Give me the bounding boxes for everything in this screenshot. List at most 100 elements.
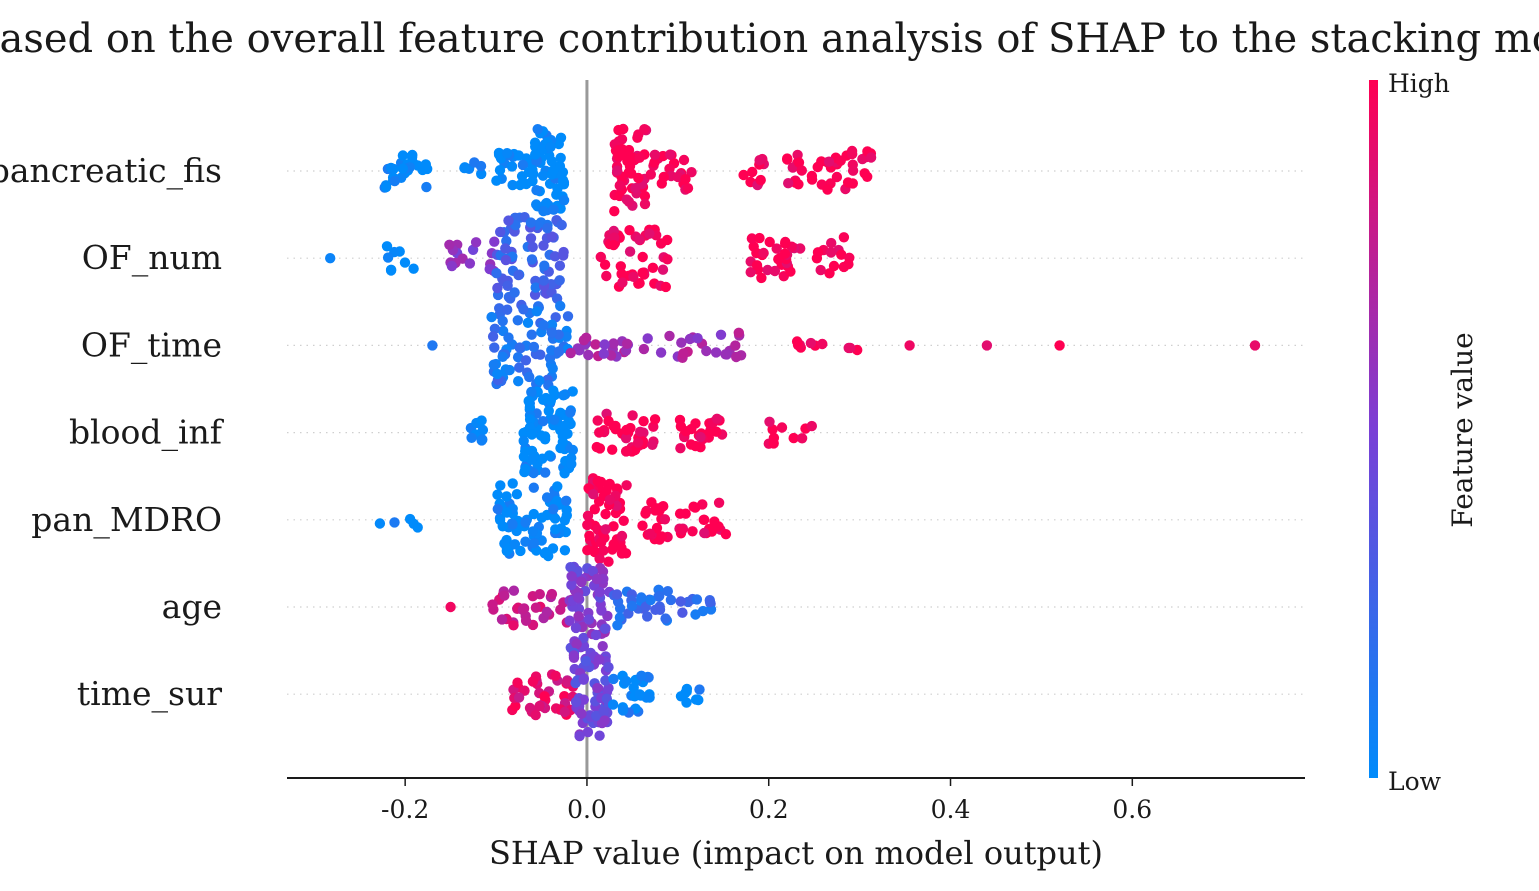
- shap-point: [756, 272, 767, 284]
- shap-point: [548, 165, 559, 176]
- shap-point: [536, 512, 547, 523]
- shap-point: [588, 489, 599, 500]
- shap-point: [570, 622, 582, 634]
- shap-point: [662, 586, 673, 597]
- x-tick-label: -0.2: [381, 795, 429, 824]
- shap-point: [508, 620, 519, 631]
- shap-point: [527, 676, 539, 687]
- shap-point: [548, 504, 559, 515]
- shap-point: [537, 394, 549, 405]
- shap-point: [904, 340, 915, 351]
- shap-point: [562, 676, 573, 688]
- shap-point: [599, 715, 610, 726]
- shap-point: [598, 706, 609, 717]
- shap-point: [835, 155, 846, 166]
- shap-point: [608, 539, 619, 550]
- shap-point: [603, 480, 614, 491]
- shap-point: [599, 339, 610, 350]
- shap-point: [600, 675, 611, 686]
- shap-point: [543, 405, 554, 417]
- shap-point: [590, 339, 601, 350]
- shap-point: [823, 156, 835, 167]
- shap-point: [512, 352, 524, 363]
- shap-point: [628, 682, 639, 693]
- shap-point: [548, 385, 559, 396]
- shap-point: [537, 170, 549, 181]
- shap-point: [598, 545, 609, 556]
- shap-point: [503, 215, 514, 226]
- shap-point: [524, 702, 536, 714]
- shap-point: [562, 311, 574, 322]
- shap-point: [582, 726, 594, 738]
- shap-point: [649, 157, 660, 168]
- shap-point: [476, 415, 487, 426]
- shap-point: [499, 590, 510, 601]
- shap-point: [599, 623, 611, 634]
- x-axis-label: SHAP value (impact on model output): [489, 834, 1103, 872]
- shap-point: [680, 173, 691, 185]
- shap-point: [642, 333, 653, 344]
- shap-point: [568, 652, 580, 663]
- shap-point: [578, 632, 589, 644]
- shap-point: [520, 463, 531, 475]
- feature-labels: pancreatic_fis OF_num OF_time blood_inf pan_…: [0, 151, 225, 714]
- shap-point: [399, 257, 411, 268]
- shap-point: [553, 346, 565, 357]
- shap-point: [617, 277, 628, 288]
- shap-point: [831, 171, 843, 183]
- shap-point: [576, 576, 587, 588]
- shap-point: [665, 149, 676, 160]
- shap-point: [571, 638, 582, 650]
- shap-point: [698, 514, 709, 525]
- shap-point: [608, 239, 619, 251]
- shap-point: [644, 228, 655, 239]
- shap-point: [549, 251, 561, 262]
- shap-point: [494, 514, 506, 526]
- shap-point: [520, 355, 532, 366]
- shap-point: [583, 349, 594, 361]
- shap-point: [546, 231, 558, 242]
- shap-point: [862, 171, 873, 182]
- shap-point: [530, 602, 542, 613]
- shap-point: [523, 395, 534, 407]
- shap-point: [582, 519, 593, 531]
- shap-point: [745, 267, 756, 278]
- shap-point: [621, 424, 632, 436]
- shap-point: [628, 271, 639, 282]
- shap-point: [508, 585, 520, 596]
- shap-point: [526, 254, 538, 265]
- shap-point: [836, 249, 847, 260]
- shap-point: [838, 232, 850, 243]
- shap-point: [713, 497, 725, 508]
- shap-point: [592, 415, 603, 426]
- shap-point: [385, 162, 397, 174]
- shap-point: [659, 514, 671, 525]
- shap-point: [487, 599, 498, 610]
- shap-point: [624, 246, 636, 257]
- shap-point: [639, 198, 651, 210]
- shap-point: [500, 254, 512, 266]
- shap-point: [559, 706, 570, 718]
- shap-point: [806, 170, 818, 182]
- shap-point: [634, 234, 645, 245]
- shap-point: [608, 521, 619, 532]
- shap-point: [404, 513, 416, 525]
- shap-point: [556, 219, 567, 231]
- shap-point: [532, 124, 543, 135]
- shap-point: [389, 517, 400, 528]
- shap-point: [720, 349, 731, 360]
- shap-point: [493, 149, 505, 160]
- shap-point: [747, 166, 758, 178]
- shap-point: [647, 262, 659, 273]
- shap-point: [534, 589, 545, 600]
- shap-point: [526, 429, 538, 440]
- shap-point: [731, 351, 742, 363]
- shap-point: [662, 254, 673, 265]
- shap-point: [594, 427, 605, 438]
- shap-point: [621, 338, 633, 349]
- shap-point: [710, 347, 722, 358]
- shap-point: [842, 177, 854, 188]
- shap-point: [514, 362, 525, 373]
- shap-point: [510, 700, 521, 712]
- shap-point: [539, 691, 550, 702]
